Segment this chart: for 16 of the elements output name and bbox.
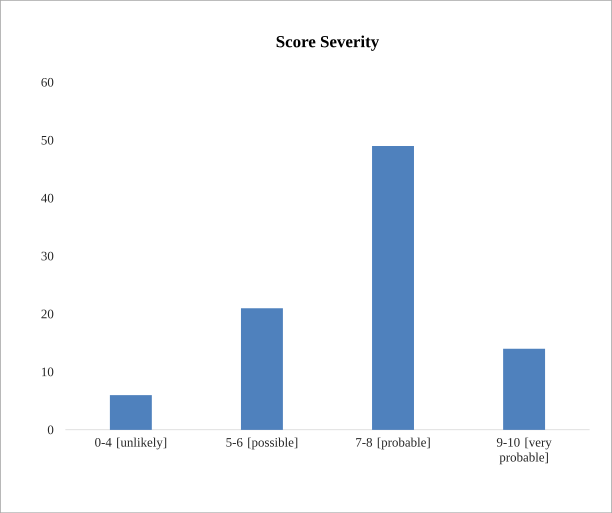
y-tick-label: 50 [42, 136, 54, 145]
x-tick-label: 0-4 [unlikely] [95, 438, 166, 450]
x-tick-label: 5-6 [possible] [226, 438, 298, 450]
y-tick-label: 60 [41, 78, 54, 87]
x-tick-label: 7-8 [probable] [356, 438, 430, 450]
bar [110, 395, 152, 430]
y-tick-label: 20 [41, 310, 54, 318]
x-tick-label: 9-10 [very probable] [496, 438, 552, 464]
bar [372, 146, 414, 430]
y-tick-label: 30 [42, 252, 54, 260]
bar [503, 348, 546, 430]
bar [240, 308, 283, 430]
y-tick-label: 0 [48, 425, 54, 434]
chart-title: Score Severity [276, 35, 380, 51]
y-tick-label: 40 [41, 194, 54, 202]
y-tick-label: 10 [42, 367, 54, 376]
